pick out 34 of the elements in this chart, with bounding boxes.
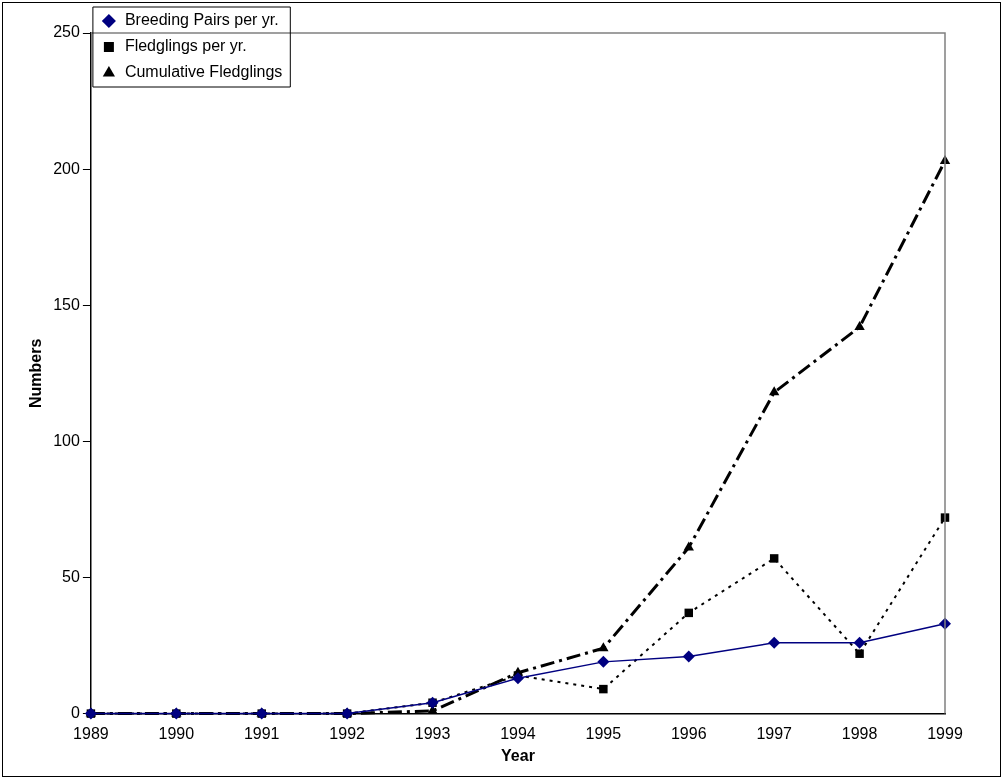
x-tick-label: 1991 <box>243 724 280 742</box>
x-tick-label: 1996 <box>670 724 707 742</box>
x-tick-label: 1999 <box>927 724 963 742</box>
point <box>855 649 864 658</box>
point <box>769 554 779 563</box>
y-tick-label: 100 <box>53 431 80 449</box>
point <box>853 636 866 649</box>
x-tick-label: 1998 <box>841 724 878 742</box>
y-tick-label: 50 <box>62 567 80 585</box>
point <box>511 672 524 685</box>
point <box>598 642 609 652</box>
point <box>768 636 781 649</box>
y-tick-label: 0 <box>70 704 80 722</box>
x-tick-label: 1992 <box>329 724 366 742</box>
point <box>683 541 694 551</box>
x-tick-label: 1990 <box>158 724 195 742</box>
y-axis-title: Numbers <box>27 338 45 408</box>
x-tick-label: 1995 <box>585 724 622 742</box>
point <box>599 684 608 694</box>
legend-label: Cumulative Fledglings <box>124 63 283 81</box>
point <box>854 321 865 331</box>
point <box>768 386 780 396</box>
point <box>597 655 610 668</box>
legend-label: Fledglings per yr. <box>124 37 247 55</box>
y-tick-label: 200 <box>53 159 80 177</box>
x-tick-label: 1993 <box>414 724 451 742</box>
y-tick-label: 250 <box>53 23 80 41</box>
point <box>682 650 695 663</box>
x-tick-label: 1989 <box>73 724 109 742</box>
x-tick-label: 1997 <box>756 724 793 742</box>
x-tick-label: 1994 <box>500 724 536 742</box>
legend-label: Breeding Pairs per yr. <box>124 11 279 29</box>
y-tick-label: 150 <box>53 295 80 313</box>
x-axis-title: Year <box>501 746 535 764</box>
